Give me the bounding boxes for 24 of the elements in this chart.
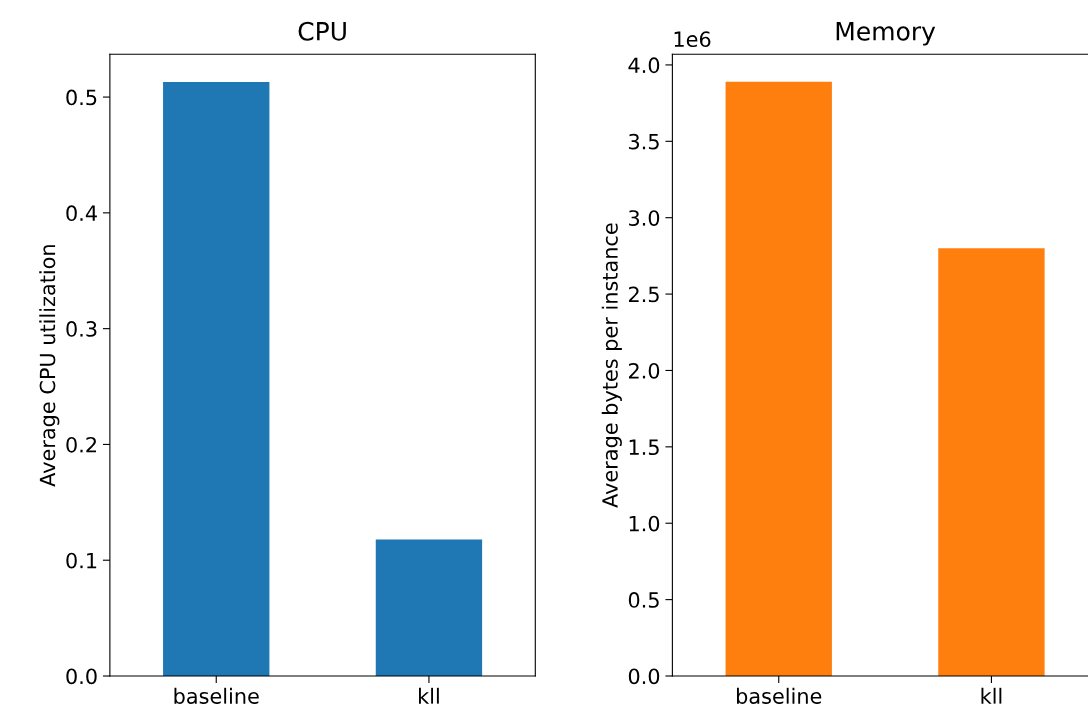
y-tick-label: 0.0 <box>66 668 97 685</box>
text: 1e6 <box>674 31 711 48</box>
chart-title: Memory <box>836 22 936 46</box>
y-tick-label: 4.0 <box>628 57 660 74</box>
y-tick-label: 3.0 <box>629 210 660 226</box>
y-tick-label: 3.5 <box>629 133 659 150</box>
chart-title: CPU <box>298 21 346 41</box>
x-tick-label: kll <box>419 687 439 704</box>
y-axis-title: Average bytes per instance <box>601 223 622 508</box>
y-axis-title: Average CPU utilization <box>39 245 60 487</box>
y-tick-label: 0.3 <box>66 321 97 337</box>
y-tick-label: 0.2 <box>66 436 96 453</box>
y-tick-label: 0.1 <box>66 552 97 569</box>
y-tick-label: 1.0 <box>629 515 660 532</box>
y-tick-label: 0.5 <box>66 89 97 106</box>
y-tick-label: 2.5 <box>628 286 659 303</box>
x-tick-label: kll <box>981 687 1002 704</box>
x-tick-label: baseline <box>174 687 259 704</box>
y-tick-label: 1.5 <box>629 439 659 456</box>
y-tick-label: 0.4 <box>66 205 97 222</box>
y-tick-label: 0.0 <box>628 668 660 685</box>
y-tick-label: 2.0 <box>628 362 660 379</box>
x-tick-label: baseline <box>737 687 822 704</box>
y-tick-label: 0.5 <box>628 592 659 608</box>
